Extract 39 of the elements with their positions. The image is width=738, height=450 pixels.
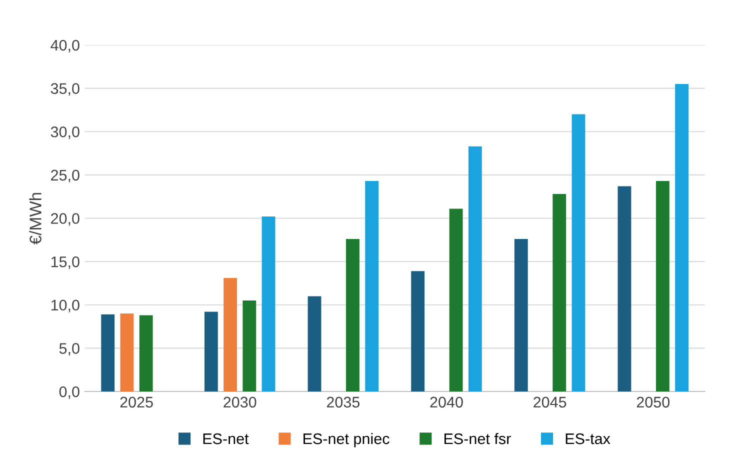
- y-tick-label: 15,0: [51, 256, 80, 270]
- x-tick-label: 2025: [120, 396, 153, 408]
- bar: [120, 314, 134, 392]
- bar: [204, 312, 218, 392]
- legend-label: ES-net: [203, 433, 249, 444]
- bar: [365, 181, 379, 392]
- bar: [262, 216, 276, 392]
- y-tick-label: 5,0: [59, 343, 80, 356]
- x-tick-label: 2035: [326, 396, 360, 408]
- y-tick-label: 0,0: [59, 386, 80, 399]
- bar: [346, 239, 360, 392]
- y-tick-label: 30,0: [50, 126, 80, 140]
- x-tick-label: 2045: [534, 396, 566, 408]
- legend-label: ES-tax: [566, 433, 610, 444]
- legend-label: ES-net fsr: [444, 432, 511, 444]
- x-tick-label: 2030: [224, 396, 256, 408]
- y-tick-label: 40,0: [50, 40, 80, 52]
- bar: [242, 300, 256, 392]
- bar: [411, 271, 425, 392]
- bar: [139, 315, 153, 392]
- bar: [101, 314, 115, 392]
- bar: [552, 194, 566, 392]
- bar: [468, 146, 482, 392]
- x-tick-label: 2050: [636, 396, 670, 408]
- bar: [656, 181, 670, 392]
- bar: [514, 239, 528, 392]
- y-axis-title: €/MWh: [29, 192, 42, 245]
- y-tick-label: 35,0: [50, 83, 80, 96]
- bar: [675, 84, 689, 392]
- bar: [618, 186, 632, 392]
- y-tick-label: 20,0: [51, 213, 80, 226]
- y-tick-label: 10,0: [51, 300, 80, 312]
- x-tick-label: 2040: [430, 396, 463, 408]
- bar: [572, 114, 586, 392]
- legend-label: ES-net pniec: [304, 432, 390, 448]
- bar: [308, 296, 322, 392]
- bar: [224, 278, 238, 392]
- bar: [449, 208, 463, 392]
- y-tick-label: 25,0: [51, 170, 80, 182]
